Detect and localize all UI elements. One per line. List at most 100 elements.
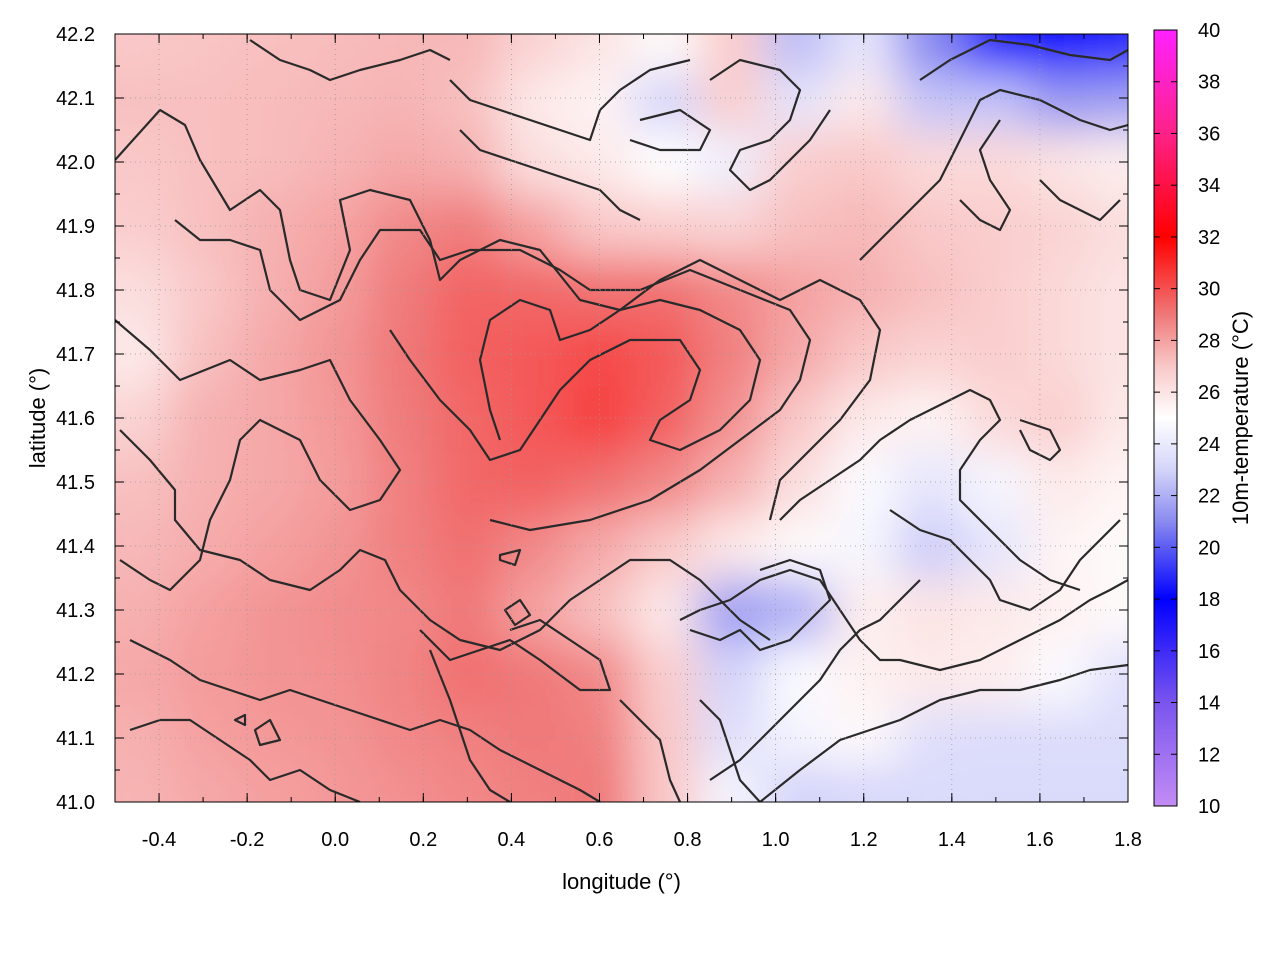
x-tick-label: 0.2	[409, 829, 437, 851]
heatmap-cell	[830, 130, 898, 195]
contour-line	[498, 548, 522, 567]
heatmap-cell	[632, 194, 700, 259]
heatmap-cell	[434, 34, 502, 74]
heatmap-cell	[764, 386, 832, 451]
heatmap-cell	[115, 130, 172, 195]
heatmap-cell	[764, 194, 832, 259]
contour-line	[959, 119, 1012, 232]
heatmap-cell	[1028, 34, 1092, 74]
heatmap-cell	[698, 450, 766, 515]
x-tick-label: -0.2	[230, 829, 264, 851]
heatmap-cell	[1090, 72, 1128, 131]
heatmap-cell	[896, 578, 964, 643]
heatmap-cell	[896, 706, 964, 765]
heatmap-cell	[896, 450, 964, 515]
contour-line	[689, 558, 832, 652]
heatmap-cell	[764, 34, 832, 74]
temperature-contours	[115, 38, 1128, 802]
heatmap-cell	[115, 72, 172, 131]
heatmap-cell	[896, 130, 964, 195]
heatmap-cell	[1028, 642, 1092, 707]
y-tick-label: 41.3	[56, 600, 95, 622]
heatmap-cell	[302, 386, 370, 451]
heatmap-cell	[115, 34, 172, 74]
heatmap-cell	[368, 72, 436, 131]
heatmap-cell	[368, 450, 436, 515]
colorbar-tick-label: 24	[1198, 434, 1220, 456]
colorbar-tick-label: 40	[1198, 20, 1220, 42]
heatmap-cell	[698, 34, 766, 74]
heatmap-cell	[500, 34, 568, 74]
colorbar-label: 10m-temperature (°C)	[1228, 311, 1253, 525]
heatmap-cell	[962, 194, 1030, 259]
heatmap-cell	[434, 130, 502, 195]
heatmap-cell	[115, 194, 172, 259]
heatmap-cell	[566, 763, 634, 802]
contour-line	[115, 108, 882, 521]
heatmap-cell	[830, 72, 898, 131]
heatmap-cell	[434, 322, 502, 387]
x-tick-label: 1.8	[1114, 829, 1142, 851]
x-tick-label: 0.4	[497, 829, 525, 851]
contour-line	[1039, 179, 1121, 222]
heatmap-cell	[236, 450, 304, 515]
x-tick-label: 0.0	[321, 829, 349, 851]
heatmap-cell	[434, 763, 502, 802]
contour-line	[629, 108, 712, 152]
y-tick-label: 41.8	[56, 280, 95, 302]
heatmap-cell	[830, 450, 898, 515]
x-tick-label: 0.6	[586, 829, 614, 851]
heatmap-cell	[698, 72, 766, 131]
heatmap-cell	[632, 386, 700, 451]
heatmap-cell	[500, 642, 568, 707]
contour-line	[859, 88, 1128, 261]
heatmap-cell	[962, 578, 1030, 643]
heatmap-cell	[170, 34, 238, 74]
heatmap-cell	[830, 578, 898, 643]
heatmap-cell	[632, 258, 700, 323]
heatmap-cell	[236, 514, 304, 579]
heatmap-cell	[170, 450, 238, 515]
colorbar-tick-label: 30	[1198, 279, 1220, 301]
heatmap-cell	[434, 258, 502, 323]
contour-line	[699, 699, 761, 802]
heatmap-cell	[170, 258, 238, 323]
contour-line	[759, 663, 1128, 802]
heatmap-cell	[434, 642, 502, 707]
heatmap-cell	[368, 578, 436, 643]
heatmap-cell	[170, 130, 238, 195]
heatmap-cell	[830, 642, 898, 707]
heatmap-cell	[632, 578, 700, 643]
y-tick-label: 41.4	[56, 536, 95, 558]
heatmap-cell	[368, 258, 436, 323]
temperature-heatmap	[115, 34, 1128, 802]
contour-line	[253, 718, 282, 747]
contour-line	[889, 509, 1121, 612]
heatmap-cell	[1028, 450, 1092, 515]
heatmap-cell	[1028, 386, 1092, 451]
heatmap-cell	[896, 34, 964, 74]
heatmap-cell	[236, 706, 304, 765]
heatmap-cell	[115, 258, 172, 323]
y-tick-label: 41.1	[56, 728, 95, 750]
heatmap-cell	[1028, 322, 1092, 387]
colorbar-tick-label: 16	[1198, 641, 1220, 663]
heatmap-cell	[368, 194, 436, 259]
heatmap-cell	[764, 322, 832, 387]
heatmap-cell	[115, 706, 172, 765]
contour-line	[919, 38, 1128, 81]
heatmap-cell	[302, 450, 370, 515]
heatmap-cell	[896, 194, 964, 259]
heatmap-cell	[764, 763, 832, 802]
heatmap-cell	[368, 706, 436, 765]
heatmap-cell	[962, 450, 1030, 515]
colorbar-tick-label: 38	[1198, 72, 1220, 94]
heatmap-cell	[962, 322, 1030, 387]
heatmap-cell	[302, 514, 370, 579]
heatmap-cell	[236, 386, 304, 451]
colorbar-tick-label: 28	[1198, 330, 1220, 352]
heatmap-cell	[830, 706, 898, 765]
heatmap-cell	[632, 130, 700, 195]
y-tick-label: 42.1	[56, 88, 95, 110]
y-axis-label: latitude (°)	[25, 368, 50, 469]
